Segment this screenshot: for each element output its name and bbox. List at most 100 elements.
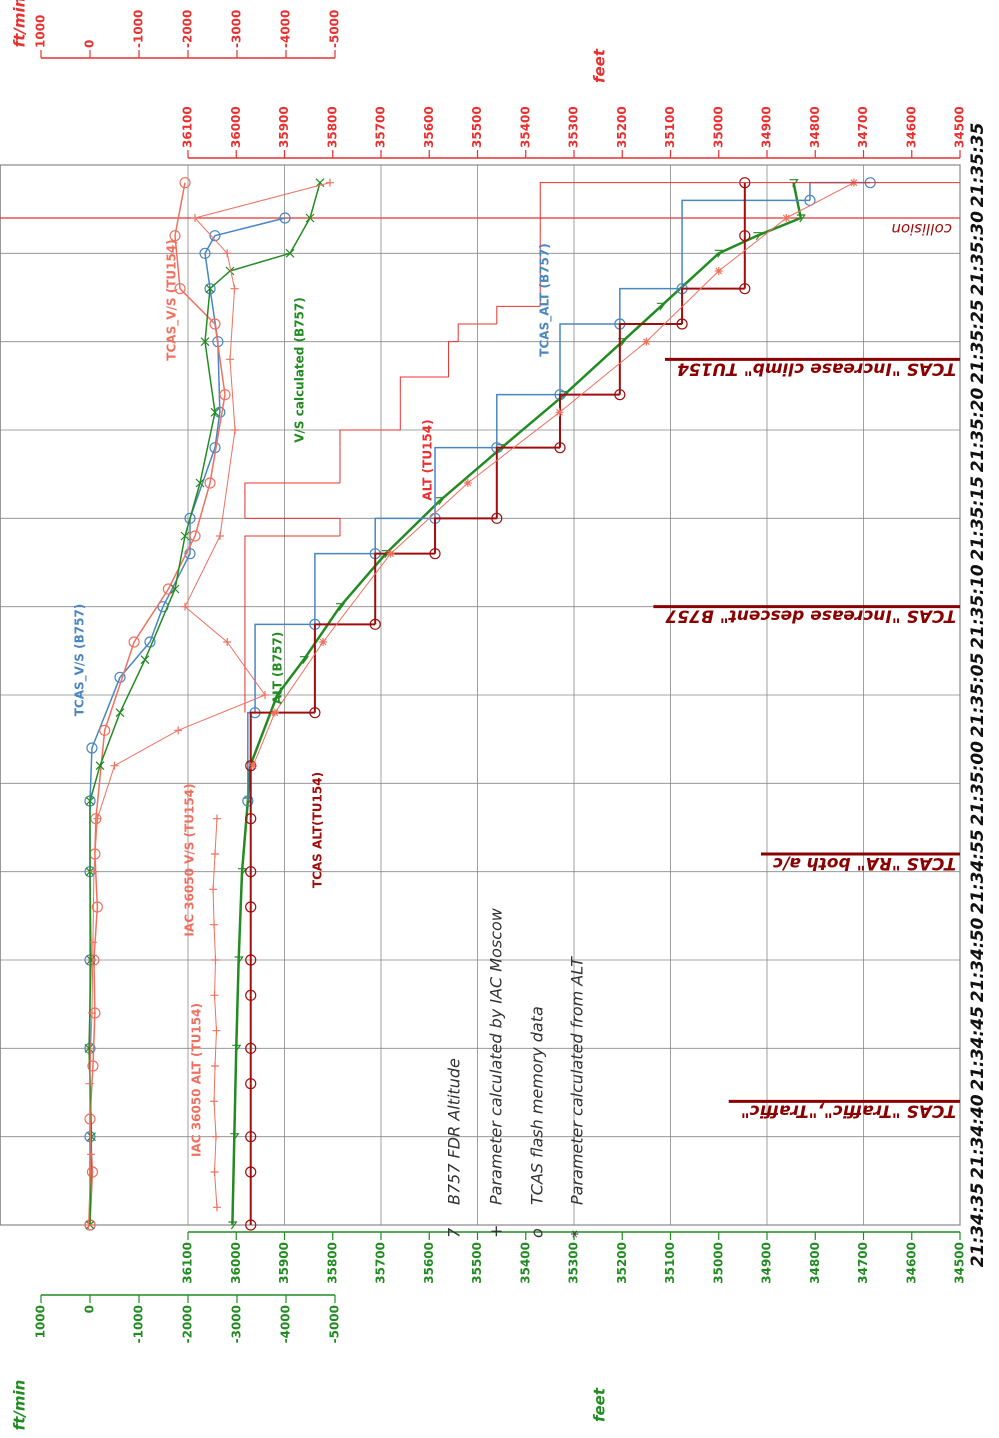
line [252, 182, 855, 766]
marker [223, 638, 232, 646]
vs-tick-label: -1000 [132, 1305, 146, 1343]
marker [86, 742, 98, 754]
line-segment [559, 393, 620, 448]
vs-tick-label: 1000 [34, 1305, 48, 1338]
marker [180, 531, 190, 541]
marker [162, 583, 174, 595]
feet-tick-label: 35100 [663, 1242, 677, 1284]
marker [181, 602, 190, 611]
legend-symbol: + [487, 1225, 506, 1238]
marker [463, 479, 472, 487]
feet-tick-label: 34500 [953, 1242, 967, 1284]
feet-tick-label: 36100 [181, 1242, 195, 1284]
feet-tick-label: 35800 [325, 1242, 339, 1284]
event-label: TCAS "Increase descent" B757 [665, 606, 956, 626]
feet-tick-label: 35900 [277, 106, 291, 148]
marker [381, 550, 391, 559]
marker [211, 850, 220, 858]
marker [199, 247, 211, 259]
line-segment [254, 623, 315, 713]
marker [319, 638, 328, 646]
marker [210, 991, 219, 1000]
marker [315, 178, 325, 188]
marker [714, 267, 723, 275]
line-segment [374, 517, 436, 554]
marker [200, 337, 210, 347]
marker [249, 761, 258, 770]
vs-tick-label: -2000 [181, 10, 195, 48]
line-segment [559, 323, 620, 395]
vs-tick-label: -3000 [230, 10, 244, 48]
vs-axis-title: ft/min [11, 0, 29, 47]
marker [228, 1221, 238, 1230]
marker [299, 656, 309, 665]
line [231, 182, 803, 1226]
marker [115, 708, 125, 718]
marker [95, 761, 105, 771]
feet-axis-title: feet [591, 48, 609, 83]
vs-tick-label: -3000 [230, 1305, 244, 1343]
marker [87, 1060, 99, 1072]
feet-tick-label: 35700 [374, 1242, 388, 1284]
line-segment [434, 446, 497, 519]
marker [215, 532, 224, 540]
feet-tick-label: 35900 [277, 1242, 291, 1284]
feet-tick-label: 34900 [760, 1242, 774, 1284]
series-label: IAC 36050 ALT (TU154) [190, 1003, 204, 1157]
line-segment [314, 552, 376, 625]
line-segment [434, 517, 497, 554]
marker [273, 691, 283, 700]
marker [88, 954, 100, 966]
marker [219, 389, 231, 401]
marker [230, 426, 239, 434]
marker [86, 955, 96, 965]
marker [110, 761, 119, 770]
marker [212, 1203, 221, 1212]
feet-tick-label: 35300 [567, 106, 581, 148]
line-segment [496, 393, 561, 448]
marker [223, 249, 232, 258]
marker [245, 954, 257, 966]
marker [184, 512, 196, 524]
marker [88, 938, 97, 947]
marker [789, 179, 799, 188]
marker [209, 230, 221, 242]
marker [782, 214, 791, 222]
marker [189, 530, 201, 542]
vs-tick-label: 0 [83, 1305, 97, 1313]
x-tick-label: 21:35:10 [968, 564, 988, 649]
marker [279, 212, 291, 224]
marker [174, 726, 183, 735]
marker [170, 584, 180, 594]
x-tick-label: 21:35:20 [968, 388, 988, 473]
event-label: TCAS "Increase climb" TU154 [677, 358, 956, 378]
feet-tick-label: 34700 [856, 1242, 870, 1284]
series-label: IAC 36050 V/S (TU154) [183, 783, 197, 936]
line-segment [339, 429, 401, 448]
marker [245, 866, 257, 878]
marker [614, 389, 626, 401]
line-segment [457, 323, 497, 342]
line-segment [244, 482, 340, 501]
marker [209, 885, 218, 894]
marker [210, 1097, 219, 1106]
line [212, 818, 218, 1208]
marker [84, 1042, 96, 1054]
marker [210, 920, 219, 929]
vs-tick-label: 0 [83, 40, 97, 48]
marker [86, 1150, 95, 1159]
line [88, 182, 321, 1226]
feet-axis-title: feet [591, 1387, 609, 1422]
marker [89, 867, 98, 876]
x-tick-label: 21:35:30 [968, 211, 988, 296]
marker [128, 636, 140, 648]
line-segment [809, 181, 871, 201]
vs-tick-label: -5000 [328, 10, 342, 48]
line-segment [495, 446, 561, 519]
marker [245, 901, 257, 913]
feet-tick-label: 34500 [953, 106, 967, 148]
legend-text: Parameter calculated from ALT [568, 956, 587, 1205]
marker [205, 284, 215, 294]
x-tick-label: 21:34:55 [968, 829, 988, 914]
